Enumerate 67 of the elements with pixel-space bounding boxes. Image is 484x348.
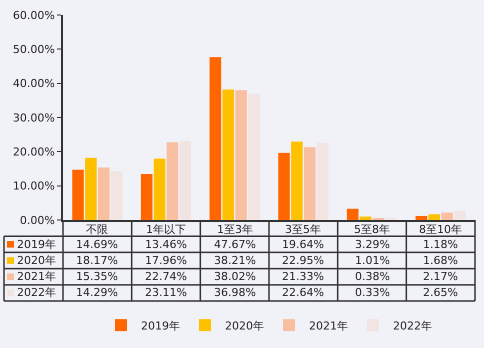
bar [98,168,110,220]
data-label: 22.74% [145,270,187,283]
data-label: 14.69% [76,238,118,251]
data-label: 3.29% [355,238,390,251]
x-tick-label: 不限 [86,223,108,236]
bar [180,141,192,220]
x-tick-label: 1至3年 [217,223,253,236]
bar [346,208,358,220]
y-tick-label: 50.00% [12,43,55,56]
data-label: 38.02% [214,270,256,283]
bar [222,89,234,220]
text: 2019年 [141,319,180,332]
data-label: 38.21% [214,254,256,267]
data-label: 19.64% [282,238,324,251]
legend-label: 2022年 [17,286,56,299]
data-label: 13.46% [145,238,187,251]
legend-label: 2020年 [17,254,56,267]
text: 2020年 [225,319,264,332]
text: 2022年 [393,319,432,332]
data-label: 0.38% [355,270,390,283]
y-tick-label: 0.00% [20,214,55,227]
x-tick-label: 1年以下 [146,223,186,236]
data-label: 15.35% [76,270,118,283]
bar [316,142,328,220]
bar [248,94,260,220]
legend-label: 2019年 [17,238,56,251]
bar [416,216,428,220]
data-label: 36.98% [214,286,256,299]
bar [360,216,372,220]
x-tick-label: 8至10年 [419,223,462,236]
bar [304,147,316,220]
y-tick-label: 10.00% [12,180,55,193]
data-label: 2.65% [423,286,458,299]
data-label: 18.17% [76,254,118,267]
bar [166,142,178,220]
x-tick-label: 3至5年 [285,223,321,236]
data-label: 22.64% [282,286,324,299]
data-label: 14.29% [76,286,118,299]
bar [441,212,453,220]
bar [72,170,84,220]
data-label: 23.11% [145,286,187,299]
bar [235,90,247,220]
x-tick-label: 5至8年 [354,223,390,236]
bar [210,57,222,220]
y-tick-label: 60.00% [12,8,55,22]
y-tick-label: 20.00% [12,146,55,159]
bar [291,142,303,220]
bar [110,171,122,220]
bar [85,158,97,220]
text: 2021年 [309,319,348,332]
data-label: 21.33% [282,270,324,283]
data-label: 1.01% [355,254,390,267]
data-label: 0.33% [355,286,390,299]
bar [454,210,466,220]
data-label: 2.17% [423,270,458,283]
bar [428,214,440,220]
bar [140,174,152,220]
y-tick-label: 40.00% [12,77,55,90]
legend-label: 2021年 [17,270,56,283]
data-label: 1.18% [423,238,458,251]
data-label: 47.67% [214,238,256,251]
data-label: 17.96% [145,254,187,267]
bar [154,158,166,220]
data-label: 1.68% [423,254,458,267]
y-tick-label: 30.00% [12,111,55,124]
data-label: 22.95% [282,254,324,267]
bar [278,152,290,220]
